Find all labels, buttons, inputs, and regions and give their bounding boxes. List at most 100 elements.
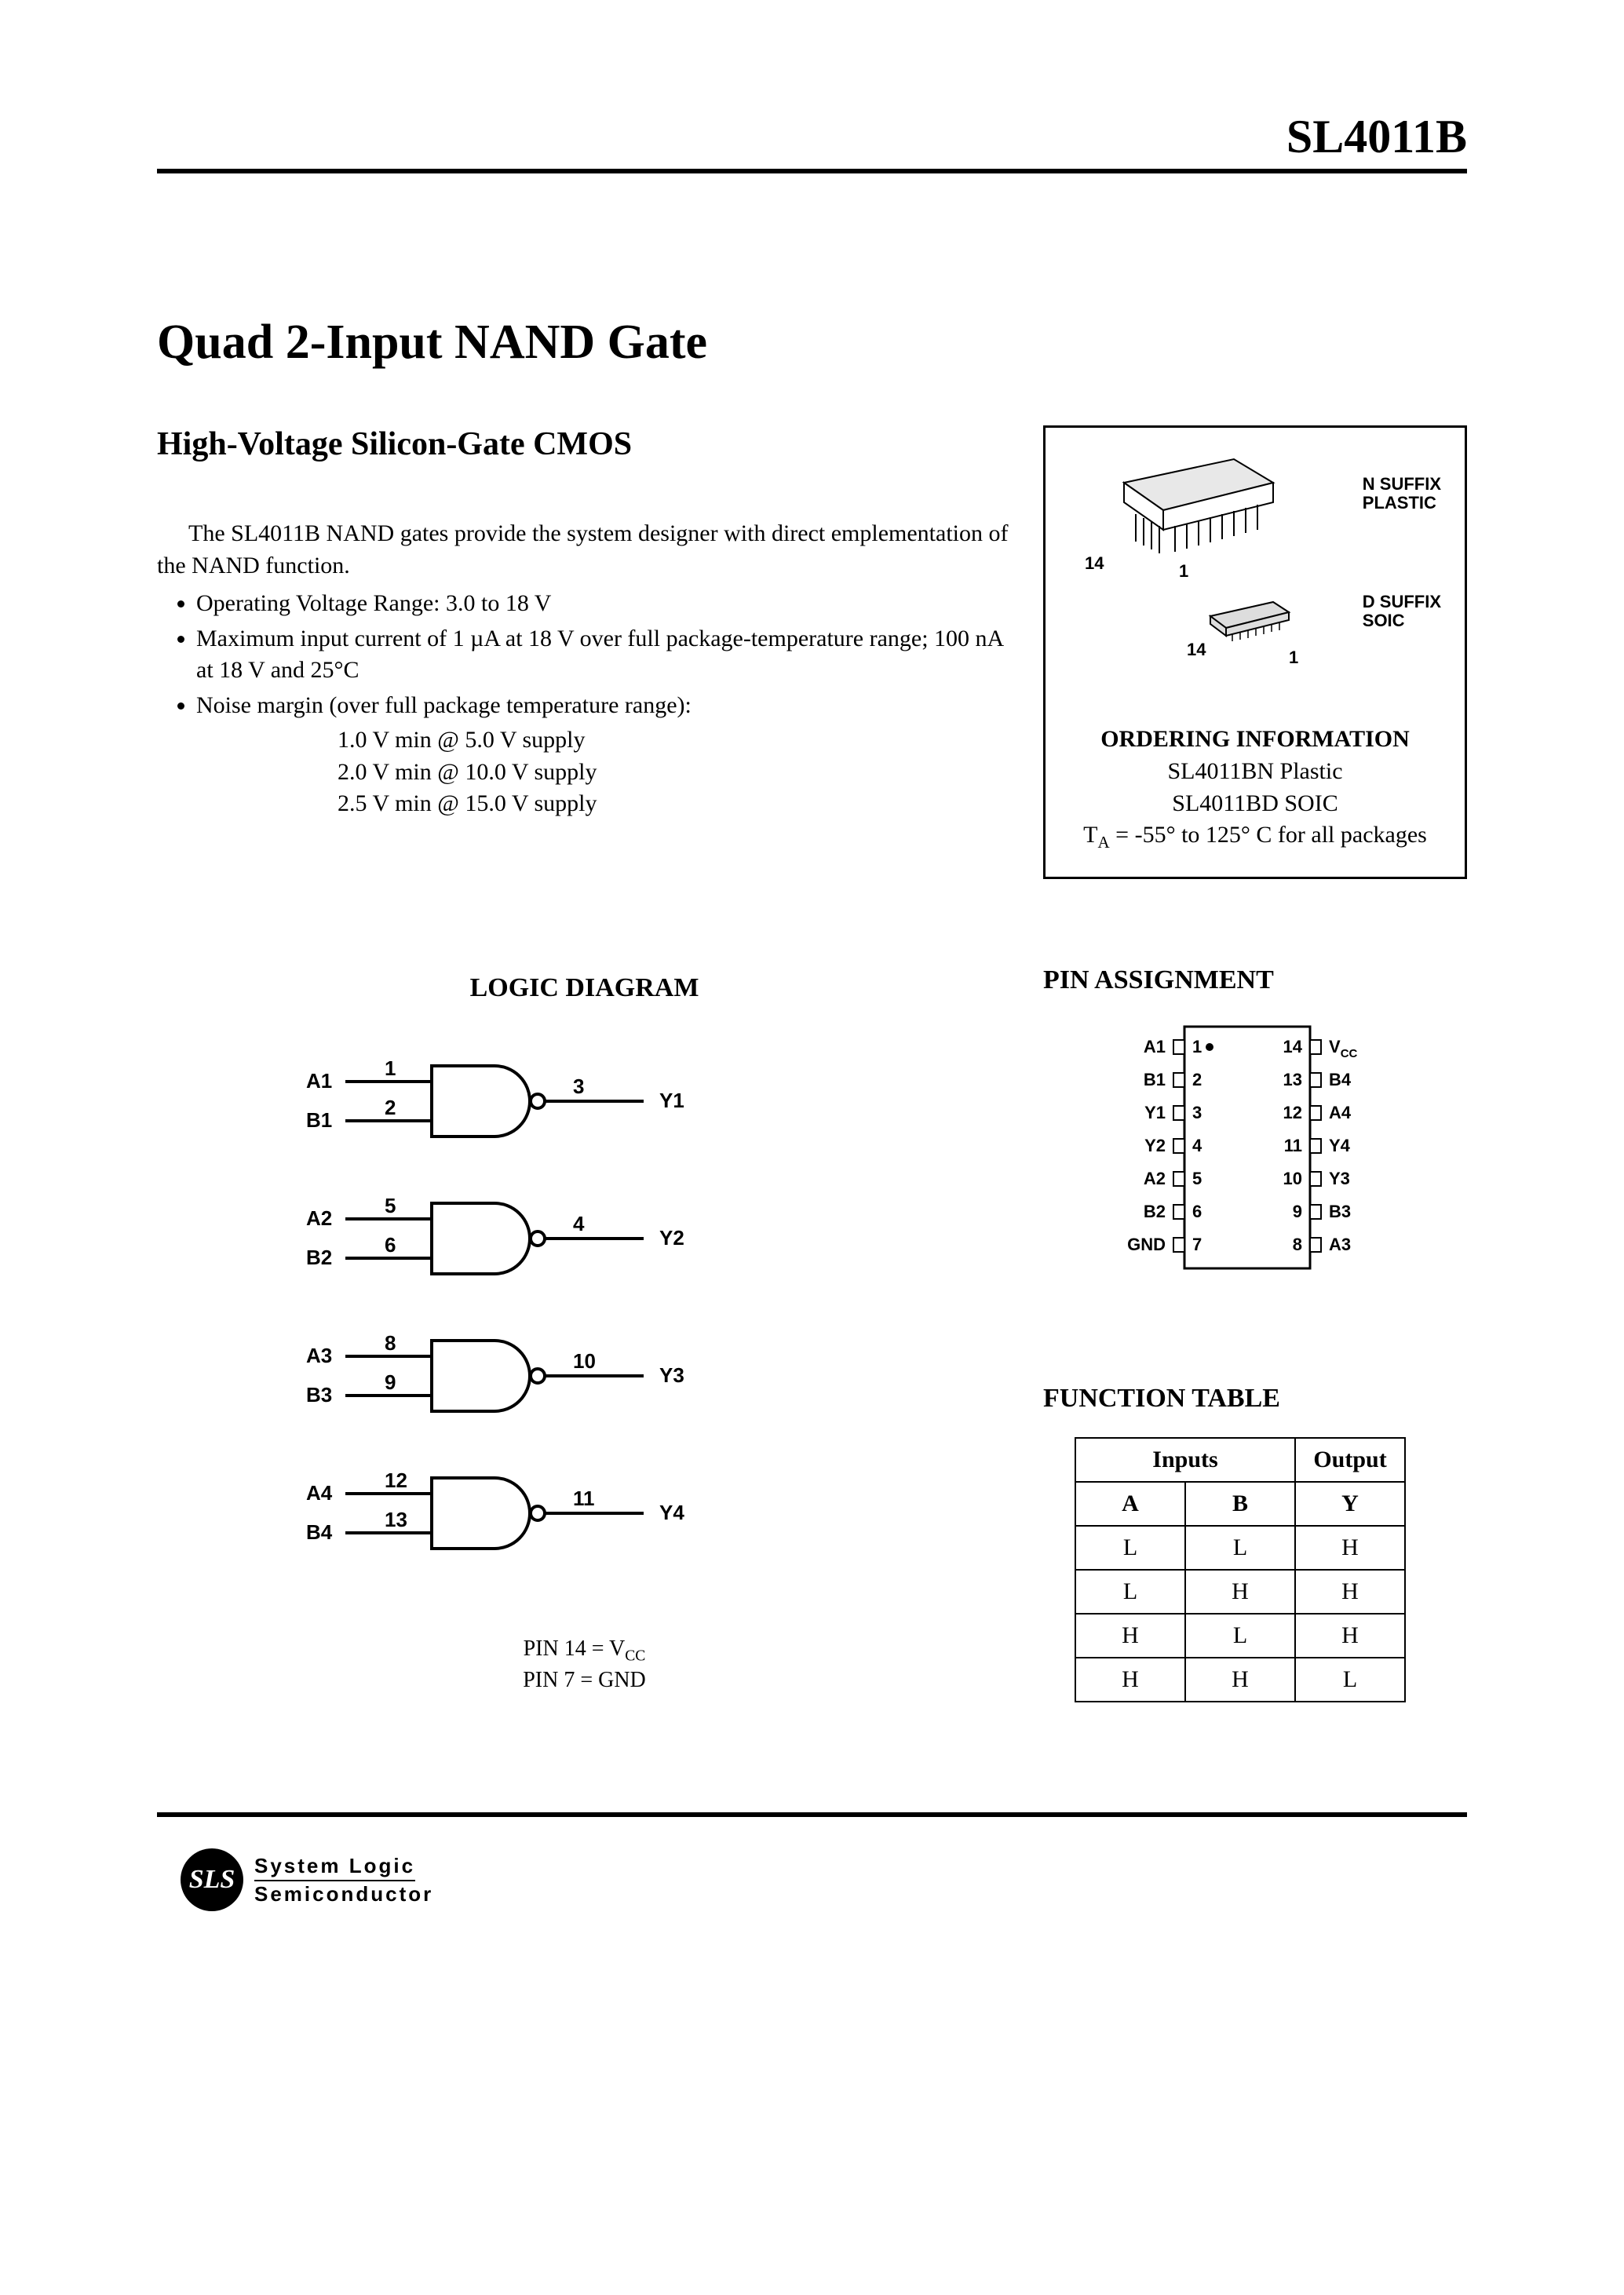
feature-item: Operating Voltage Range: 3.0 to 18 V bbox=[196, 588, 1012, 620]
svg-text:5: 5 bbox=[1192, 1169, 1202, 1188]
table-cell: H bbox=[1185, 1570, 1295, 1614]
page-header: SL4011B bbox=[157, 110, 1467, 173]
noise-line: 2.0 V min @ 10.0 V supply bbox=[338, 757, 1012, 789]
ordering-line: SL4011BD SOIC bbox=[1061, 788, 1449, 820]
svg-text:3: 3 bbox=[573, 1075, 584, 1098]
pin-notes: PIN 14 = VCC PIN 7 = GND bbox=[157, 1635, 1012, 1695]
output-header: Output bbox=[1295, 1438, 1405, 1482]
table-cell: H bbox=[1075, 1614, 1185, 1658]
logic-diagram-heading: LOGIC DIAGRAM bbox=[157, 973, 1012, 1003]
svg-text:2: 2 bbox=[385, 1096, 396, 1119]
svg-text:13: 13 bbox=[385, 1508, 407, 1531]
svg-text:A4: A4 bbox=[1329, 1103, 1352, 1122]
svg-text:Y2: Y2 bbox=[1144, 1136, 1166, 1155]
svg-text:11: 11 bbox=[573, 1487, 595, 1510]
svg-text:A1: A1 bbox=[1144, 1037, 1166, 1056]
main-title: Quad 2-Input NAND Gate bbox=[157, 315, 1467, 370]
svg-text:B2: B2 bbox=[306, 1246, 332, 1269]
svg-text:B3: B3 bbox=[1329, 1202, 1351, 1221]
svg-text:B1: B1 bbox=[1144, 1070, 1166, 1089]
right-diagrams-column: PIN ASSIGNMENT 1A12B13Y14Y25A26B27GND14V… bbox=[1043, 879, 1467, 1702]
svg-text:A3: A3 bbox=[1329, 1235, 1351, 1254]
logic-diagram-column: LOGIC DIAGRAM A11B123Y1A25B264Y2A38B3910… bbox=[157, 879, 1012, 1702]
svg-text:4: 4 bbox=[573, 1212, 585, 1235]
svg-text:Y2: Y2 bbox=[659, 1226, 684, 1250]
soic-package-icon bbox=[1195, 593, 1305, 655]
svg-text:Y4: Y4 bbox=[1329, 1136, 1351, 1155]
svg-text:Y3: Y3 bbox=[659, 1363, 684, 1387]
table-cell: L bbox=[1185, 1526, 1295, 1570]
svg-text:A2: A2 bbox=[1144, 1169, 1166, 1188]
logic-diagram: A11B123Y1A25B264Y2A38B3910Y3A412B41311Y4 bbox=[157, 1042, 1012, 1611]
table-cell: H bbox=[1075, 1658, 1185, 1702]
svg-text:Y4: Y4 bbox=[659, 1501, 684, 1524]
noise-line: 2.5 V min @ 15.0 V supply bbox=[338, 788, 1012, 820]
svg-text:A3: A3 bbox=[306, 1344, 332, 1367]
svg-text:6: 6 bbox=[1192, 1202, 1202, 1221]
table-cell: L bbox=[1075, 1570, 1185, 1614]
svg-text:12: 12 bbox=[385, 1469, 407, 1492]
col-b: B bbox=[1185, 1482, 1295, 1526]
sls-logo-icon: SLS bbox=[181, 1848, 243, 1911]
svg-text:3: 3 bbox=[1192, 1103, 1202, 1122]
table-cell: H bbox=[1295, 1614, 1405, 1658]
subtitle: High-Voltage Silicon-Gate CMOS bbox=[157, 425, 1012, 463]
svg-text:6: 6 bbox=[385, 1233, 396, 1257]
table-cell: L bbox=[1185, 1614, 1295, 1658]
svg-text:A2: A2 bbox=[306, 1206, 332, 1230]
inputs-header: Inputs bbox=[1075, 1438, 1295, 1482]
svg-text:9: 9 bbox=[1293, 1202, 1302, 1221]
table-row: HLH bbox=[1075, 1614, 1405, 1658]
ordering-column: N SUFFIXPLASTIC 14 1 bbox=[1043, 425, 1467, 879]
svg-text:14: 14 bbox=[1283, 1037, 1303, 1056]
noise-line: 1.0 V min @ 5.0 V supply bbox=[338, 724, 1012, 757]
ordering-line: SL4011BN Plastic bbox=[1061, 756, 1449, 788]
table-cell: H bbox=[1295, 1570, 1405, 1614]
svg-text:8: 8 bbox=[1293, 1235, 1302, 1254]
page-footer: SLS System Logic Semiconductor bbox=[157, 1848, 1467, 1911]
svg-text:2: 2 bbox=[1192, 1070, 1202, 1089]
table-cell: H bbox=[1185, 1658, 1295, 1702]
table-cell: H bbox=[1295, 1526, 1405, 1570]
svg-text:13: 13 bbox=[1283, 1070, 1302, 1089]
svg-text:9: 9 bbox=[385, 1370, 396, 1394]
ordering-title: ORDERING INFORMATION bbox=[1061, 726, 1449, 753]
svg-text:B4: B4 bbox=[1329, 1070, 1352, 1089]
description-column: High-Voltage Silicon-Gate CMOS The SL401… bbox=[157, 425, 1012, 879]
table-row: HHL bbox=[1075, 1658, 1405, 1702]
svg-text:11: 11 bbox=[1284, 1136, 1302, 1155]
top-content-row: High-Voltage Silicon-Gate CMOS The SL401… bbox=[157, 425, 1467, 879]
table-cell: L bbox=[1075, 1526, 1185, 1570]
feature-item: Noise margin (over full package temperat… bbox=[196, 690, 1012, 722]
pin-assignment-diagram: 1A12B13Y14Y25A26B27GND14VCC13B412A411Y41… bbox=[1043, 1019, 1467, 1290]
logic-diagram-svg: A11B123Y1A25B264Y2A38B3910Y3A412B41311Y4 bbox=[275, 1042, 746, 1607]
part-number: SL4011B bbox=[1286, 111, 1467, 162]
feature-list: Operating Voltage Range: 3.0 to 18 V Max… bbox=[157, 588, 1012, 721]
svg-text:Y1: Y1 bbox=[1144, 1103, 1166, 1122]
function-table-heading: FUNCTION TABLE bbox=[1043, 1384, 1467, 1414]
svg-text:GND: GND bbox=[1127, 1235, 1166, 1254]
svg-text:5: 5 bbox=[385, 1194, 396, 1217]
svg-text:4: 4 bbox=[1192, 1136, 1202, 1155]
col-y: Y bbox=[1295, 1482, 1405, 1526]
pin1-label: 1 bbox=[1179, 561, 1188, 582]
d-suffix-label: D SUFFIXSOIC bbox=[1363, 593, 1441, 630]
dip-package-icon bbox=[1093, 451, 1297, 585]
table-row: LLH bbox=[1075, 1526, 1405, 1570]
svg-text:VCC: VCC bbox=[1329, 1037, 1358, 1060]
svg-text:8: 8 bbox=[385, 1331, 396, 1355]
table-row: LHH bbox=[1075, 1570, 1405, 1614]
svg-text:B2: B2 bbox=[1144, 1202, 1166, 1221]
svg-text:10: 10 bbox=[1283, 1169, 1302, 1188]
n-suffix-label: N SUFFIXPLASTIC bbox=[1363, 475, 1441, 513]
table-row: A B Y bbox=[1075, 1482, 1405, 1526]
pin-assignment-heading: PIN ASSIGNMENT bbox=[1043, 965, 1467, 995]
diagrams-row: LOGIC DIAGRAM A11B123Y1A25B264Y2A38B3910… bbox=[157, 879, 1467, 1702]
table-cell: L bbox=[1295, 1658, 1405, 1702]
ordering-temp-range: TA = -55° to 125° C for all packages bbox=[1061, 819, 1449, 853]
footer-company-name: System Logic Semiconductor bbox=[254, 1853, 433, 1907]
svg-text:B3: B3 bbox=[306, 1383, 332, 1407]
svg-text:10: 10 bbox=[573, 1349, 596, 1373]
svg-text:B4: B4 bbox=[306, 1520, 333, 1544]
svg-text:1: 1 bbox=[385, 1056, 396, 1080]
